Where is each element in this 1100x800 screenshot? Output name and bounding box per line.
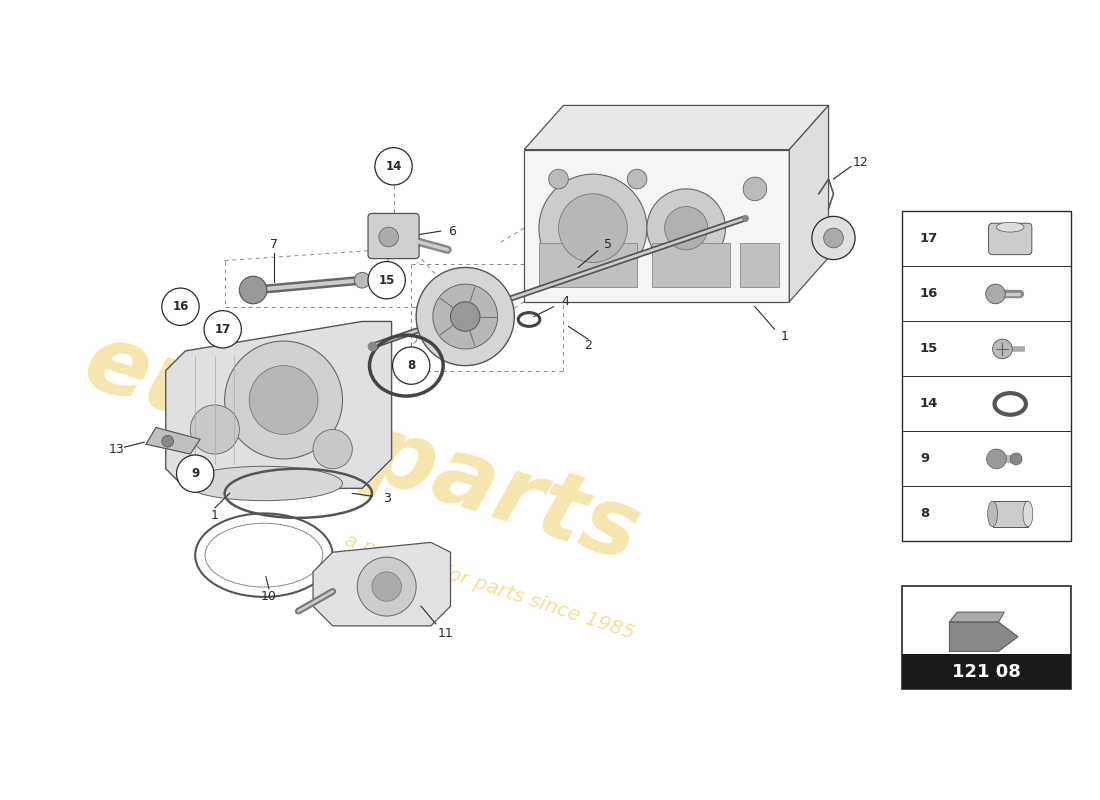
- Circle shape: [539, 174, 647, 282]
- Circle shape: [627, 170, 647, 189]
- Bar: [902, 586, 1071, 689]
- Text: 1: 1: [780, 330, 789, 342]
- Text: 9: 9: [920, 453, 929, 466]
- Circle shape: [812, 216, 855, 259]
- Text: 17: 17: [920, 233, 938, 246]
- Bar: [740, 243, 780, 287]
- Circle shape: [432, 284, 497, 349]
- Bar: [652, 243, 730, 287]
- Circle shape: [204, 310, 241, 348]
- Polygon shape: [949, 622, 1019, 651]
- Text: 6: 6: [449, 225, 456, 238]
- Circle shape: [824, 228, 844, 248]
- Bar: [902, 654, 1071, 689]
- Bar: [992, 501, 1027, 526]
- Bar: [539, 243, 637, 287]
- Polygon shape: [166, 322, 392, 488]
- Ellipse shape: [1023, 501, 1033, 526]
- Circle shape: [647, 189, 726, 267]
- Text: 17: 17: [214, 322, 231, 336]
- FancyBboxPatch shape: [368, 214, 419, 258]
- Ellipse shape: [186, 466, 342, 501]
- Ellipse shape: [997, 222, 1024, 232]
- Text: 14: 14: [920, 398, 938, 410]
- Text: 1: 1: [211, 510, 219, 522]
- Polygon shape: [146, 427, 200, 454]
- Circle shape: [240, 276, 267, 304]
- Text: 12: 12: [854, 156, 869, 169]
- Circle shape: [416, 267, 515, 366]
- Circle shape: [549, 170, 569, 189]
- Polygon shape: [949, 612, 1004, 622]
- Circle shape: [372, 572, 402, 602]
- Text: 10: 10: [261, 590, 277, 603]
- Text: 8: 8: [920, 507, 929, 521]
- Text: 2: 2: [584, 339, 592, 353]
- Text: 15: 15: [920, 342, 938, 355]
- Circle shape: [393, 347, 430, 384]
- Text: 16: 16: [920, 287, 938, 301]
- Ellipse shape: [988, 501, 998, 526]
- FancyBboxPatch shape: [989, 223, 1032, 254]
- Text: 8: 8: [407, 359, 416, 372]
- Circle shape: [451, 302, 480, 331]
- Circle shape: [354, 272, 370, 288]
- Circle shape: [375, 148, 412, 185]
- Circle shape: [378, 227, 398, 247]
- Polygon shape: [790, 106, 828, 302]
- Text: 16: 16: [173, 300, 189, 314]
- Text: 15: 15: [378, 274, 395, 286]
- Bar: [902, 211, 1071, 542]
- Circle shape: [190, 405, 240, 454]
- Polygon shape: [525, 150, 790, 302]
- Text: 121 08: 121 08: [953, 662, 1021, 681]
- Text: 13: 13: [109, 442, 124, 455]
- Circle shape: [358, 557, 416, 616]
- Circle shape: [224, 341, 342, 459]
- Polygon shape: [525, 106, 828, 150]
- Circle shape: [162, 288, 199, 326]
- Circle shape: [559, 194, 627, 262]
- Circle shape: [176, 455, 213, 492]
- Text: 7: 7: [270, 238, 278, 251]
- Text: 5: 5: [604, 238, 612, 251]
- Text: 4: 4: [561, 295, 570, 308]
- Circle shape: [1010, 453, 1022, 465]
- Circle shape: [368, 262, 405, 299]
- Circle shape: [992, 339, 1012, 358]
- Circle shape: [987, 449, 1007, 469]
- Text: 14: 14: [385, 160, 402, 173]
- Polygon shape: [314, 542, 451, 626]
- Text: a passion for parts since 1985: a passion for parts since 1985: [342, 530, 637, 642]
- Circle shape: [250, 366, 318, 434]
- Circle shape: [664, 206, 707, 250]
- Circle shape: [744, 177, 767, 201]
- Text: eurosparts: eurosparts: [73, 316, 651, 582]
- Circle shape: [986, 284, 1005, 304]
- Text: 11: 11: [438, 627, 453, 640]
- Circle shape: [162, 435, 174, 447]
- Text: 3: 3: [383, 492, 390, 505]
- Circle shape: [314, 430, 352, 469]
- Text: 9: 9: [191, 467, 199, 480]
